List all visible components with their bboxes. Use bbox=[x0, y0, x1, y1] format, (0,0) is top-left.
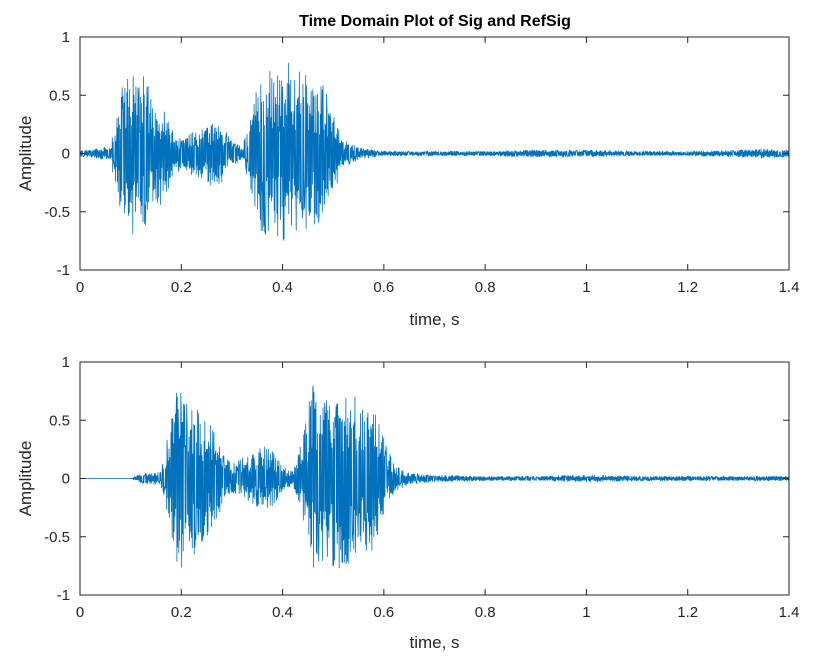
top-x-tick-label: 0.4 bbox=[272, 279, 293, 296]
top-x-tick-label: 0.2 bbox=[171, 279, 192, 296]
top-x-tick-label: 1.4 bbox=[779, 279, 800, 296]
top-x-axis-label: time, s bbox=[409, 310, 459, 329]
bottom-y-tick-label: 1 bbox=[62, 354, 70, 371]
bottom-y-tick-label: -1 bbox=[57, 587, 70, 604]
bottom-y-ticks: -1 -0.5 0 0.5 1 bbox=[44, 354, 789, 604]
bottom-x-tick-label: 0.6 bbox=[373, 604, 394, 621]
bottom-y-axis-label: Amplitude bbox=[16, 441, 35, 517]
top-y-tick-label: -1 bbox=[57, 262, 70, 279]
bottom-x-tick-label: 0.2 bbox=[171, 604, 192, 621]
bottom-y-tick-label: -0.5 bbox=[44, 529, 70, 546]
top-x-tick-label: 1.2 bbox=[677, 279, 698, 296]
top-y-tick-label: 0 bbox=[62, 146, 70, 163]
top-x-tick-label: 1 bbox=[582, 279, 590, 296]
top-y-tick-label: 0.5 bbox=[49, 87, 70, 104]
top-y-tick-label: -0.5 bbox=[44, 204, 70, 221]
top-plot-area bbox=[79, 62, 790, 241]
bottom-x-tick-label: 1.2 bbox=[677, 604, 698, 621]
bottom-x-tick-label: 1.4 bbox=[779, 604, 800, 621]
bottom-x-tick-label: 0.8 bbox=[475, 604, 496, 621]
top-x-tick-label: 0.6 bbox=[373, 279, 394, 296]
bottom-signal-line bbox=[79, 385, 790, 569]
bottom-x-tick-label: 1 bbox=[582, 604, 590, 621]
bottom-plot-area bbox=[79, 385, 790, 569]
bottom-x-tick-label: 0 bbox=[76, 604, 84, 621]
bottom-x-ticks: 0 0.2 0.4 0.6 0.8 1 1.2 1.4 bbox=[76, 362, 800, 621]
bottom-x-axis-label: time, s bbox=[409, 633, 459, 652]
subplot-top: Time Domain Plot of Sig and RefSig 0 0.2 0… bbox=[16, 13, 799, 329]
subplot-bottom: 0 0.2 0.4 0.6 0.8 1 1.2 1.4 -1 -0.5 0 0.5 1 time, s… bbox=[16, 354, 799, 652]
top-x-tick-label: 0.8 bbox=[475, 279, 496, 296]
bottom-y-tick-label: 0 bbox=[62, 471, 70, 488]
top-y-axis-label: Amplitude bbox=[16, 116, 35, 192]
top-y-tick-label: 1 bbox=[62, 29, 70, 46]
bottom-x-tick-label: 0.4 bbox=[272, 604, 293, 621]
top-signal-line bbox=[79, 62, 790, 241]
top-x-ticks: 0 0.2 0.4 0.6 0.8 1 1.2 1.4 bbox=[76, 37, 800, 296]
bottom-y-tick-label: 0.5 bbox=[49, 412, 70, 429]
chart-title: Time Domain Plot of Sig and RefSig bbox=[299, 13, 571, 30]
top-y-ticks: -1 -0.5 0 0.5 1 bbox=[44, 29, 789, 279]
top-x-tick-label: 0 bbox=[76, 279, 84, 296]
